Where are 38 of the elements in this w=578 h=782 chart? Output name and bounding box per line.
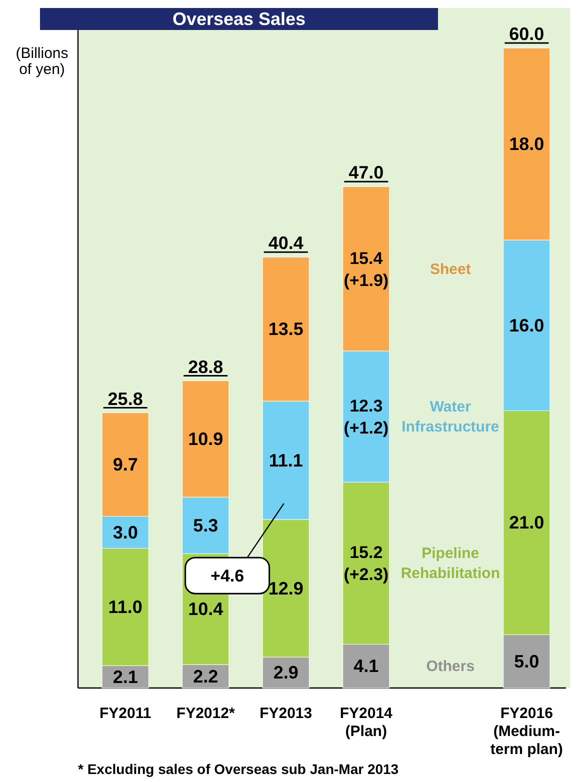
data-label: 5.0 (514, 651, 540, 672)
data-label: 13.5 (268, 319, 304, 340)
data-label: 2.1 (112, 666, 138, 687)
data-label: 11.1 (268, 450, 303, 470)
data-label: 12.9 (268, 578, 304, 598)
data-label: 15.2 (+2.3) (344, 543, 389, 584)
y-axis-title: (Billions of yen) (16, 45, 68, 78)
x-tick-label: FY2014 (Plan) (340, 705, 394, 740)
data-label: 16.0 (509, 315, 544, 336)
total-label: 40.4 (268, 233, 304, 254)
data-label: 9.7 (112, 454, 138, 475)
data-label: 11.0 (108, 596, 142, 617)
x-tick-label: FY2012* (176, 705, 235, 722)
chart-title: Overseas Sales (172, 9, 306, 29)
total-label: 60.0 (509, 24, 544, 44)
data-label: 10.9 (188, 428, 224, 449)
x-tick-label: FY2013 (260, 705, 312, 722)
data-label: 15.4 (+1.9) (344, 248, 389, 290)
annotation: +4.6 (210, 566, 244, 586)
data-label: 5.3 (193, 515, 218, 536)
text: Sheet (430, 260, 471, 278)
total-label: 28.8 (188, 356, 224, 377)
x-tick-label: FY2011 (99, 705, 152, 722)
text: * Excluding sales of Overseas sub Jan-Mar 2013 (78, 761, 399, 777)
series-label: Water Infrastructure (402, 398, 500, 436)
data-label: 21.0 (509, 512, 544, 533)
x-tick-label: FY2016 (Medium- term plan) (490, 705, 563, 758)
data-label: 4.1 (354, 656, 379, 676)
data-label: 12.3 (+1.2) (344, 396, 389, 438)
data-label: 2.9 (273, 662, 298, 683)
data-label: 3.0 (112, 522, 138, 542)
series-label: Others (426, 658, 475, 676)
data-label: 2.2 (193, 666, 218, 686)
total-label: 47.0 (348, 162, 384, 183)
data-label: 10.4 (188, 599, 224, 620)
series-label: Pipeline Rehabilitation (400, 545, 500, 582)
total-label: 25.8 (108, 388, 143, 409)
data-label: 18.0 (509, 134, 544, 154)
